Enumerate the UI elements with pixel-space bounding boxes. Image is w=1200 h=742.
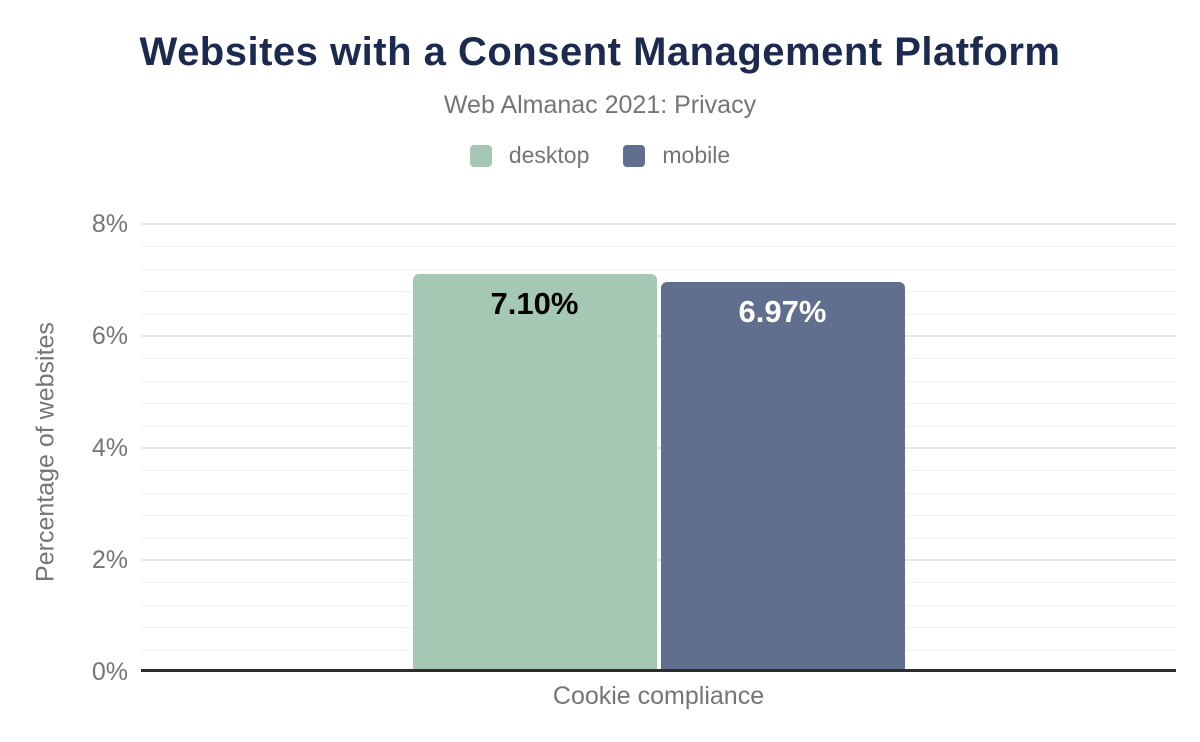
mobile-swatch-icon bbox=[623, 144, 646, 167]
chart-title: Websites with a Consent Management Platf… bbox=[139, 30, 1061, 74]
minor-gridline bbox=[141, 268, 1176, 270]
major-gridline bbox=[141, 335, 1176, 337]
y-tick-label: 6% bbox=[91, 322, 128, 350]
major-gridline bbox=[141, 223, 1176, 225]
y-tick-label: 8% bbox=[91, 210, 128, 238]
minor-gridline bbox=[141, 291, 1176, 293]
minor-gridline bbox=[141, 604, 1176, 606]
minor-gridline bbox=[141, 537, 1176, 539]
legend-label-mobile: mobile bbox=[662, 142, 731, 168]
minor-gridline bbox=[141, 380, 1176, 382]
minor-gridline bbox=[141, 246, 1176, 248]
minor-gridline bbox=[141, 470, 1176, 472]
desktop-swatch-icon bbox=[469, 144, 492, 167]
minor-gridline bbox=[141, 515, 1176, 517]
x-axis-title: Cookie compliance bbox=[552, 682, 765, 710]
minor-gridline bbox=[141, 425, 1176, 427]
major-gridline bbox=[141, 559, 1176, 561]
legend: desktop mobile bbox=[0, 142, 1200, 169]
minor-gridline bbox=[141, 649, 1176, 651]
y-tick-label: 4% bbox=[91, 434, 128, 462]
minor-gridline bbox=[141, 492, 1176, 494]
bar-mobile[interactable]: 6.97% bbox=[660, 281, 905, 672]
minor-gridline bbox=[141, 627, 1176, 629]
minor-gridline bbox=[141, 358, 1176, 360]
bar-desktop[interactable]: 7.10% bbox=[412, 274, 657, 672]
legend-item-desktop[interactable]: desktop bbox=[469, 142, 590, 169]
minor-gridline bbox=[141, 313, 1176, 315]
bar-label-mobile: 6.97% bbox=[738, 293, 827, 329]
minor-gridline bbox=[141, 582, 1176, 584]
major-gridline bbox=[141, 447, 1176, 449]
legend-item-mobile[interactable]: mobile bbox=[623, 142, 730, 169]
bar-label-desktop: 7.10% bbox=[490, 286, 579, 322]
y-axis-ticks: 0% 2% 4% 6% 8% bbox=[0, 210, 128, 686]
minor-gridline bbox=[141, 403, 1176, 405]
y-tick-label: 0% bbox=[91, 658, 128, 686]
x-axis-line bbox=[141, 669, 1176, 672]
chart-subtitle: Web Almanac 2021: Privacy bbox=[443, 91, 757, 119]
plot-area: 7.10% 6.97% bbox=[141, 223, 1176, 672]
legend-label-desktop: desktop bbox=[508, 142, 590, 168]
y-tick-label: 2% bbox=[91, 546, 128, 574]
